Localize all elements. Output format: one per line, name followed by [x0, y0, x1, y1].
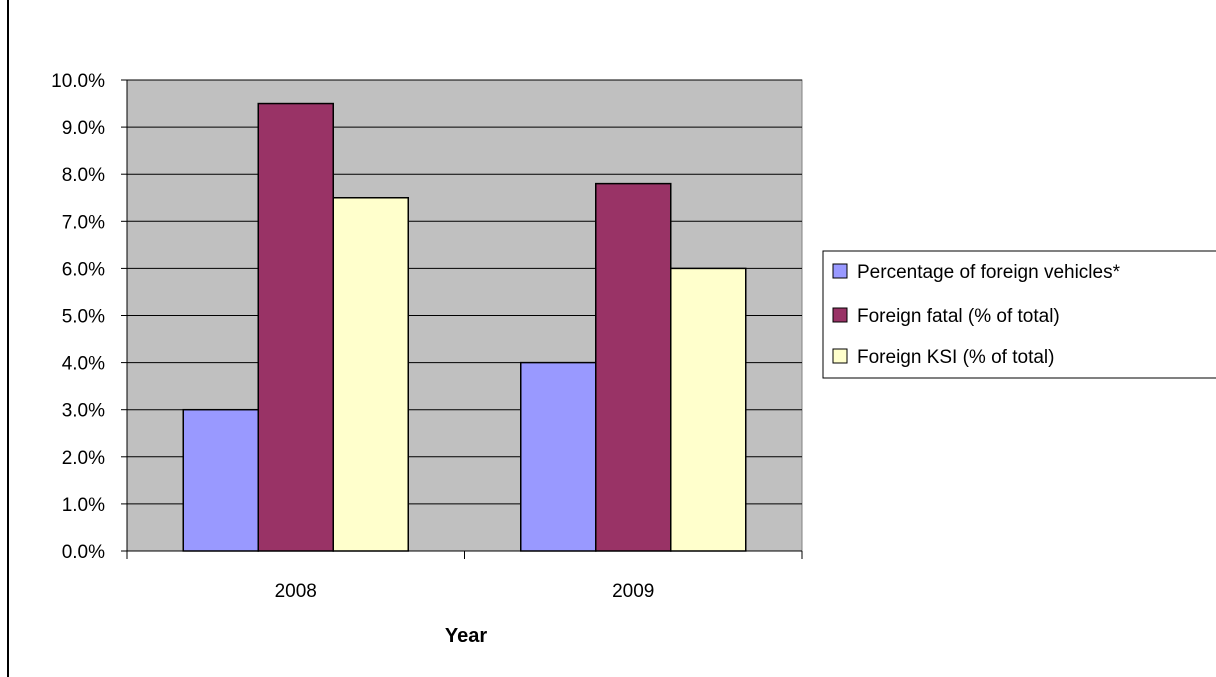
y-tick-label: 4.0% — [62, 354, 105, 375]
y-tick-label: 3.0% — [62, 401, 105, 422]
y-tick-label: 6.0% — [62, 259, 105, 280]
y-tick-label: 0.0% — [62, 542, 105, 563]
bars — [182, 102, 747, 552]
x-axis-label: Year — [445, 625, 487, 647]
legend-box — [822, 250, 1216, 379]
x-tick-label: 2008 — [275, 581, 317, 602]
y-tick-label: 1.0% — [62, 495, 105, 516]
bar-1-0 — [520, 361, 597, 552]
y-tick-label: 9.0% — [62, 118, 105, 139]
bar-0-1 — [257, 102, 334, 552]
y-ticks: 0.0% 1.0% 2.0% 3.0% 4.0% 5.0% 6.0% 7.0% 8.0% 9.0%… — [51, 71, 127, 563]
bar-0-2 — [332, 197, 409, 552]
y-tick-label: 8.0% — [62, 165, 105, 186]
legend-label-1: Foreign fatal (% of total) — [857, 306, 1060, 327]
legend-swatch-1 — [832, 307, 848, 323]
y-tick-label: 5.0% — [62, 307, 105, 328]
y-tick-label: 2.0% — [62, 448, 105, 469]
legend-label-0: Percentage of foreign vehicles* — [857, 262, 1121, 283]
legend-swatch-0 — [832, 263, 848, 279]
x-ticks: 2008 2009 — [126, 551, 803, 602]
bar-1-1 — [595, 182, 672, 552]
legend-swatch-2 — [832, 348, 848, 364]
bar-1-2 — [670, 267, 747, 552]
legend: Percentage of foreign vehicles* Foreign f… — [822, 250, 1216, 379]
bar-0-0 — [182, 408, 259, 552]
x-tick-label: 2009 — [612, 581, 654, 602]
y-tick-label: 10.0% — [51, 71, 105, 92]
y-tick-label: 7.0% — [62, 212, 105, 233]
legend-label-2: Foreign KSI (% of total) — [857, 347, 1054, 368]
